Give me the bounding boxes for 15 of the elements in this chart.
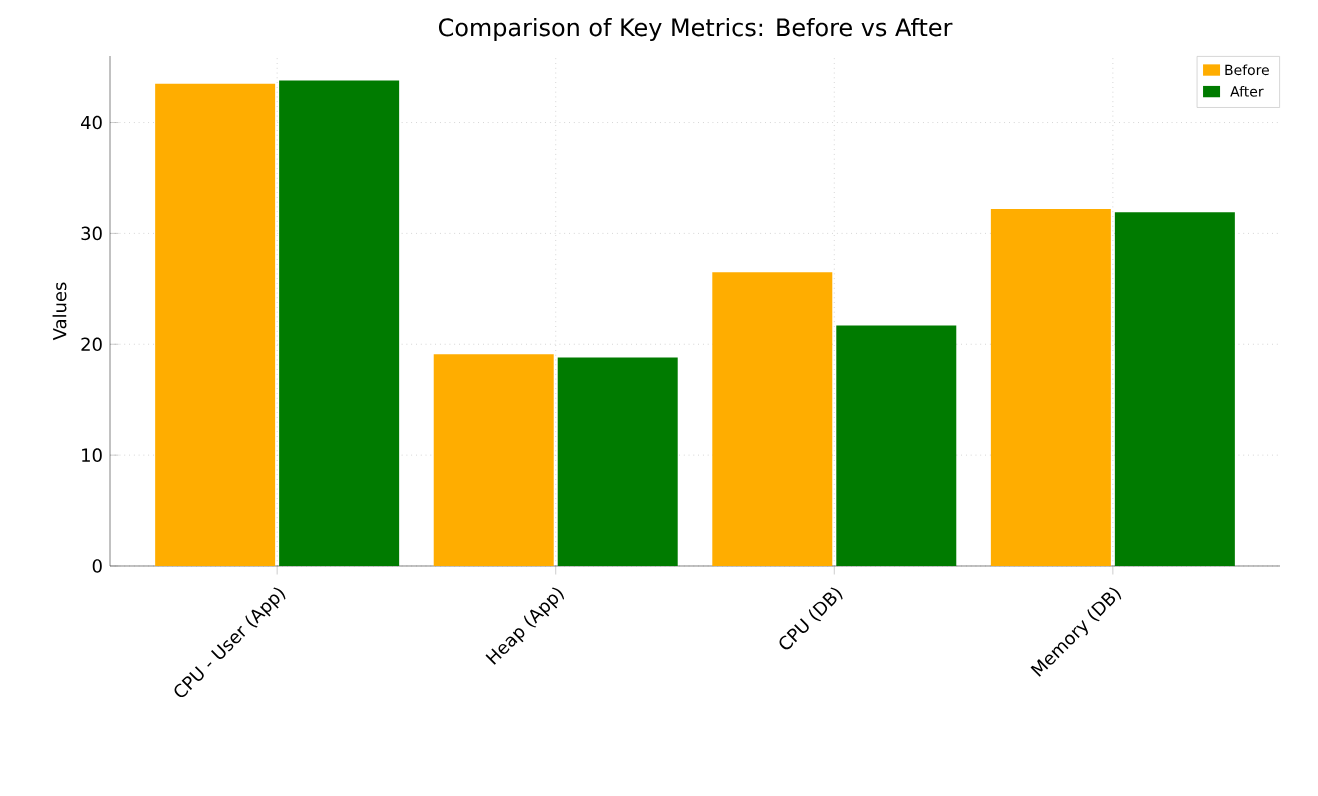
- y-tick-label: 20: [81, 337, 102, 352]
- chart-title: Comparison of Key Metrics: Before vs After: [438, 17, 953, 41]
- y-tick-label: 40: [81, 115, 102, 130]
- y-tick-label: 0: [92, 559, 102, 573]
- bar: [1114, 212, 1235, 566]
- bar: [836, 325, 957, 566]
- bar: [712, 272, 833, 566]
- y-axis-title: Values: [52, 282, 67, 341]
- bar: [155, 83, 276, 566]
- bar: [433, 354, 554, 566]
- y-tick-label: 30: [81, 226, 102, 241]
- bar: [557, 357, 678, 566]
- y-tick-label: 10: [82, 448, 102, 462]
- bar: [990, 209, 1111, 566]
- bar: [279, 80, 400, 566]
